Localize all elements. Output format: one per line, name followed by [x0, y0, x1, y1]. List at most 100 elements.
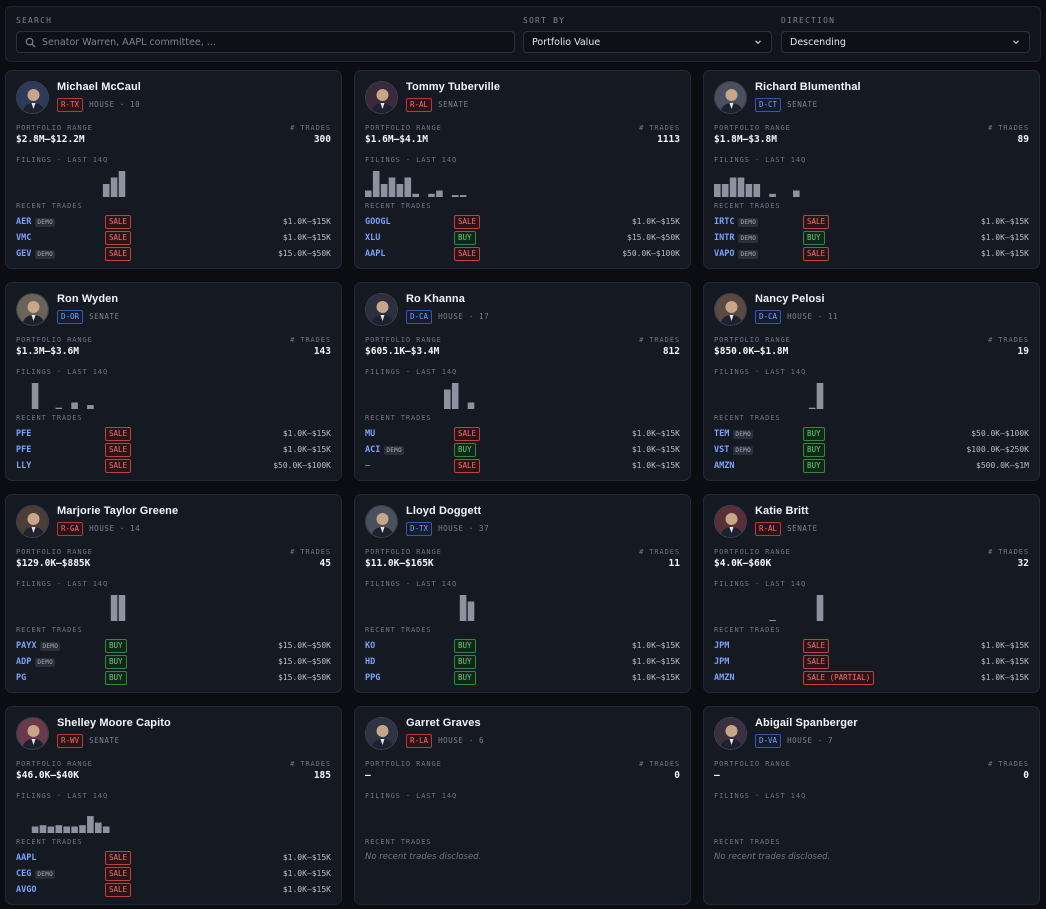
trade-row[interactable]: GOOGL SALE $1.0K–$15K: [365, 214, 680, 230]
trade-row[interactable]: IRTC DEMO SALE $1.0K–$15K: [714, 214, 1029, 230]
ticker-link[interactable]: INTR DEMO: [714, 233, 759, 243]
politician-name[interactable]: Abigail Spanberger: [755, 717, 858, 729]
politician-name[interactable]: Lloyd Doggett: [406, 505, 482, 517]
trade-row[interactable]: AVGO SALE $1.0K–$15K: [16, 882, 331, 898]
politician-card[interactable]: Lloyd Doggett D-TX HOUSE · 37 PORTFOLIO R…: [354, 494, 691, 693]
trade-row[interactable]: PAYX DEMO BUY $15.0K–$50K: [16, 638, 331, 654]
trade-row[interactable]: KO BUY $1.0K–$15K: [365, 638, 680, 654]
ticker-link[interactable]: JPM: [714, 657, 729, 667]
trade-row[interactable]: AER DEMO SALE $1.0K–$15K: [16, 214, 331, 230]
ticker-link[interactable]: JPM: [714, 641, 729, 651]
sort-select[interactable]: Portfolio Value: [523, 31, 772, 53]
politician-card[interactable]: Abigail Spanberger D-VA HOUSE · 7 PORTFOL…: [703, 706, 1040, 905]
filing-bar: [816, 595, 824, 621]
politician-card[interactable]: Ron Wyden D-OR SENATE PORTFOLIO RANGE # TR…: [5, 282, 342, 481]
trade-row[interactable]: AAPL SALE $1.0K–$15K: [16, 850, 331, 866]
politician-card[interactable]: Katie Britt R-AL SENATE PORTFOLIO RANGE # …: [703, 494, 1040, 693]
ticker-link[interactable]: HD: [365, 657, 375, 667]
direction-select[interactable]: Descending: [781, 31, 1030, 53]
trades-count-value: 0: [1023, 770, 1029, 781]
chamber-label: SENATE: [89, 312, 120, 321]
ticker-link[interactable]: PPG: [365, 673, 380, 683]
ticker-link[interactable]: AAPL: [365, 249, 385, 259]
politician-name[interactable]: Michael McCaul: [57, 81, 141, 93]
politician-name[interactable]: Nancy Pelosi: [755, 293, 825, 305]
trade-row[interactable]: PPG BUY $1.0K–$15K: [365, 670, 680, 686]
politician-card[interactable]: Garret Graves R-LA HOUSE · 6 PORTFOLIO RA…: [354, 706, 691, 905]
portfolio-range-value: $11.0K–$165K: [365, 558, 434, 569]
ticker-link[interactable]: IRTC DEMO: [714, 217, 759, 227]
portfolio-range-value: $1.8M–$3.8M: [714, 134, 777, 145]
politician-name[interactable]: Katie Britt: [755, 505, 809, 517]
trade-row[interactable]: JPM SALE $1.0K–$15K: [714, 638, 1029, 654]
ticker-link[interactable]: PFE: [16, 445, 31, 455]
trade-row[interactable]: PG BUY $15.0K–$50K: [16, 670, 331, 686]
party-badge: R-GA: [57, 521, 84, 536]
ticker-link[interactable]: ADP DEMO: [16, 657, 56, 667]
filings-sparkline: [459, 595, 475, 621]
trade-row[interactable]: ADP DEMO BUY $15.0K–$50K: [16, 654, 331, 670]
politician-name[interactable]: Ro Khanna: [406, 293, 465, 305]
filing-bar: [816, 383, 824, 409]
ticker-link[interactable]: LLY: [16, 461, 31, 471]
ticker-link[interactable]: PAYX DEMO: [16, 641, 61, 651]
ticker-link[interactable]: —: [365, 461, 370, 471]
trade-row[interactable]: AAPL SALE $50.0K–$100K: [365, 246, 680, 262]
trade-row[interactable]: INTR DEMO BUY $1.0K–$15K: [714, 230, 1029, 246]
trade-row[interactable]: VMC SALE $1.0K–$15K: [16, 230, 331, 246]
search-input[interactable]: Senator Warren, AAPL committee, ...: [16, 31, 515, 53]
ticker-link[interactable]: CEG DEMO: [16, 869, 56, 879]
trade-row[interactable]: JPM SALE $1.0K–$15K: [714, 654, 1029, 670]
trade-row[interactable]: AMZN BUY $500.0K–$1M: [714, 458, 1029, 474]
ticker-link[interactable]: KO: [365, 641, 375, 651]
trade-amount: $15.0K–$50K: [278, 657, 331, 666]
trade-row[interactable]: LLY SALE $50.0K–$100K: [16, 458, 331, 474]
ticker-link[interactable]: AVGO: [16, 885, 36, 895]
politician-card[interactable]: Richard Blumenthal D-CT SENATE PORTFOLIO …: [703, 70, 1040, 269]
politician-card[interactable]: Marjorie Taylor Greene R-GA HOUSE · 14 PO…: [5, 494, 342, 693]
ticker-link[interactable]: GEV DEMO: [16, 249, 56, 259]
trade-row[interactable]: GEV DEMO SALE $15.0K–$50K: [16, 246, 331, 262]
politician-name[interactable]: Garret Graves: [406, 717, 481, 729]
trade-row[interactable]: HD BUY $1.0K–$15K: [365, 654, 680, 670]
ticker-link[interactable]: PFE: [16, 429, 31, 439]
ticker-link[interactable]: TEM DEMO: [714, 429, 754, 439]
trade-amount: $500.0K–$1M: [976, 461, 1029, 470]
filings-label: FILINGS · LAST 14Q: [16, 792, 109, 800]
ticker-link[interactable]: GOOGL: [365, 217, 391, 227]
trade-row[interactable]: XLU BUY $15.0K–$50K: [365, 230, 680, 246]
ticker-link[interactable]: ACI DEMO: [365, 445, 405, 455]
trade-row[interactable]: CEG DEMO SALE $1.0K–$15K: [16, 866, 331, 882]
trade-row[interactable]: TEM DEMO BUY $50.0K–$100K: [714, 426, 1029, 442]
ticker-link[interactable]: XLU: [365, 233, 380, 243]
politician-name[interactable]: Ron Wyden: [57, 293, 119, 305]
trade-row[interactable]: PFE SALE $1.0K–$15K: [16, 442, 331, 458]
ticker-link[interactable]: VST DEMO: [714, 445, 754, 455]
politician-name[interactable]: Shelley Moore Capito: [57, 717, 171, 729]
politician-name[interactable]: Marjorie Taylor Greene: [57, 505, 179, 517]
trade-action-badge: SALE: [105, 231, 132, 245]
ticker-link[interactable]: VAPO DEMO: [714, 249, 759, 259]
trade-row[interactable]: — SALE $1.0K–$15K: [365, 458, 680, 474]
trade-row[interactable]: ACI DEMO BUY $1.0K–$15K: [365, 442, 680, 458]
ticker-link[interactable]: VMC: [16, 233, 31, 243]
politician-card[interactable]: Michael McCaul R-TX HOUSE · 10 PORTFOLIO …: [5, 70, 342, 269]
ticker-link[interactable]: PG: [16, 673, 26, 683]
politician-name[interactable]: Tommy Tuberville: [406, 81, 501, 93]
trade-row[interactable]: VST DEMO BUY $100.0K–$250K: [714, 442, 1029, 458]
ticker-link[interactable]: AER DEMO: [16, 217, 56, 227]
ticker-link[interactable]: MU: [365, 429, 375, 439]
politician-card[interactable]: Shelley Moore Capito R-WV SENATE PORTFOLI…: [5, 706, 342, 905]
politician-card[interactable]: Tommy Tuberville R-AL SENATE PORTFOLIO RA…: [354, 70, 691, 269]
trade-row[interactable]: VAPO DEMO SALE $1.0K–$15K: [714, 246, 1029, 262]
politician-card[interactable]: Nancy Pelosi D-CA HOUSE · 11 PORTFOLIO RA…: [703, 282, 1040, 481]
ticker-link[interactable]: AMZN: [714, 461, 734, 471]
politician-name[interactable]: Richard Blumenthal: [755, 81, 861, 93]
party-badge: D-CA: [755, 309, 782, 324]
trade-row[interactable]: MU SALE $1.0K–$15K: [365, 426, 680, 442]
politician-card[interactable]: Ro Khanna D-CA HOUSE · 17 PORTFOLIO RANGE…: [354, 282, 691, 481]
ticker-link[interactable]: AMZN: [714, 673, 734, 683]
trade-row[interactable]: AMZN SALE (PARTIAL) $1.0K–$15K: [714, 670, 1029, 686]
ticker-link[interactable]: AAPL: [16, 853, 36, 863]
trade-row[interactable]: PFE SALE $1.0K–$15K: [16, 426, 331, 442]
